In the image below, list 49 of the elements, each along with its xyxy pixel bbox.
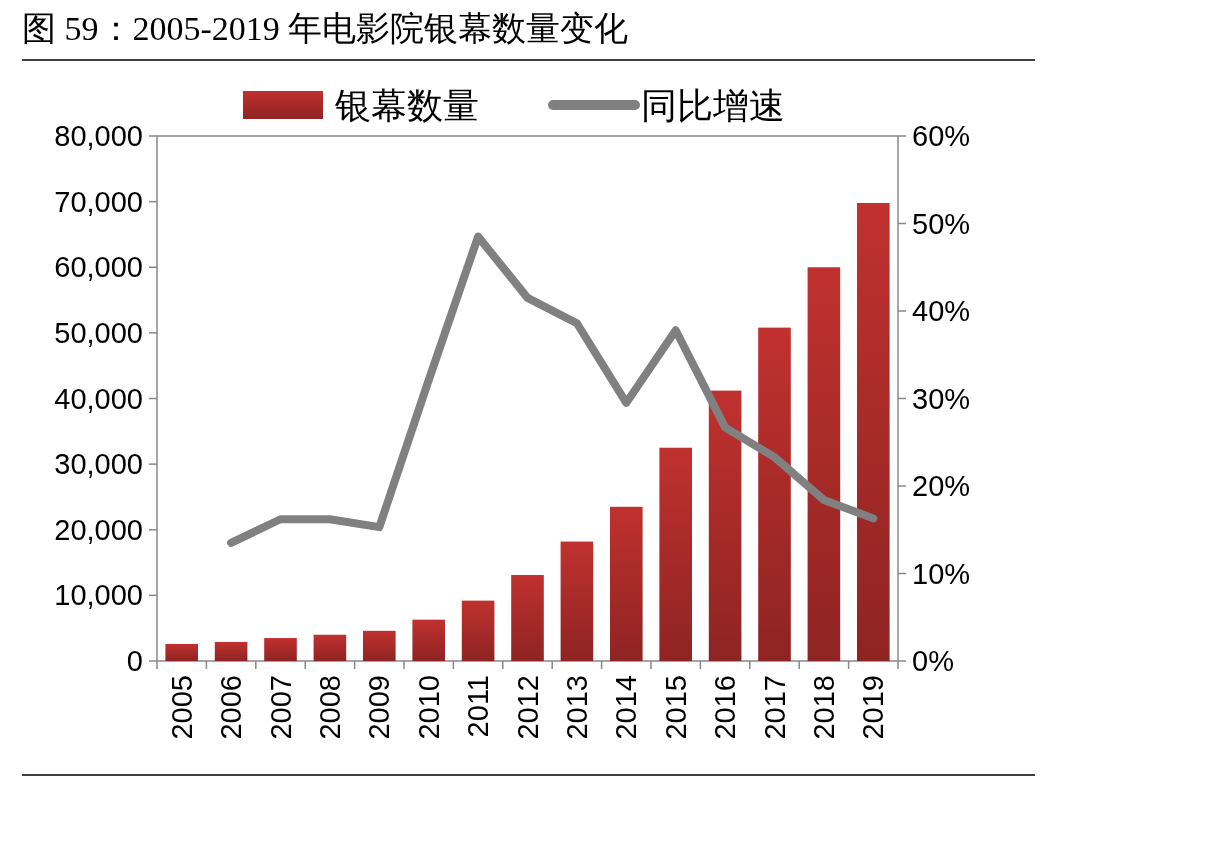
x-tick-label: 2014 [610, 675, 643, 740]
bar [708, 390, 742, 661]
bar [511, 575, 544, 661]
x-tick-label: 2011 [462, 675, 495, 738]
bar [264, 638, 297, 661]
y-tick-label: 0 [126, 645, 143, 677]
y2-tick-label: 30% [912, 382, 971, 415]
x-tick-label: 2007 [264, 675, 297, 740]
bar [461, 600, 495, 661]
y-tick-label: 30,000 [54, 448, 143, 481]
bar [610, 506, 643, 661]
x-tick-label: 2005 [165, 675, 198, 740]
x-tick-label: 2015 [659, 675, 692, 740]
y2-tick-label: 40% [912, 295, 971, 327]
x-tick-label: 2013 [560, 675, 593, 740]
legend-label: 同比增速 [641, 85, 785, 126]
y2-tick-label: 20% [912, 470, 971, 502]
x-tick-label: 2016 [709, 675, 742, 740]
x-tick-label: 2019 [857, 675, 890, 740]
x-tick-label: 2008 [313, 675, 346, 740]
x-tick-label: 2006 [215, 675, 248, 740]
y-tick-label: 80,000 [54, 120, 143, 152]
bar [857, 202, 890, 661]
chart-title: 图 59：2005-2019 年电影院银幕数量变化 [22, 10, 629, 47]
bar [758, 327, 791, 661]
y2-tick-label: 60% [912, 120, 971, 152]
y2-tick-label: 0% [912, 645, 954, 677]
y-tick-label: 10,000 [54, 579, 143, 612]
bar [807, 267, 841, 661]
x-tick-label: 2010 [412, 675, 445, 740]
bar [165, 643, 198, 661]
y-tick-label: 70,000 [54, 185, 143, 218]
y-tick-label: 20,000 [54, 513, 143, 546]
x-tick-label: 2009 [363, 675, 396, 740]
bar [363, 630, 396, 661]
bar [412, 619, 445, 661]
bar [214, 641, 248, 661]
y-tick-label: 60,000 [54, 251, 143, 284]
y-tick-label: 40,000 [54, 382, 143, 415]
x-tick-label: 2017 [758, 675, 791, 740]
y2-tick-label: 50% [912, 207, 971, 240]
legend-label: 银幕数量 [334, 85, 479, 126]
bar [560, 541, 594, 661]
bar [659, 447, 692, 661]
x-tick-label: 2018 [807, 675, 840, 740]
y-tick-label: 50,000 [54, 316, 143, 349]
bar [313, 634, 347, 661]
x-tick-label: 2012 [511, 675, 544, 740]
y2-tick-label: 10% [912, 557, 971, 590]
